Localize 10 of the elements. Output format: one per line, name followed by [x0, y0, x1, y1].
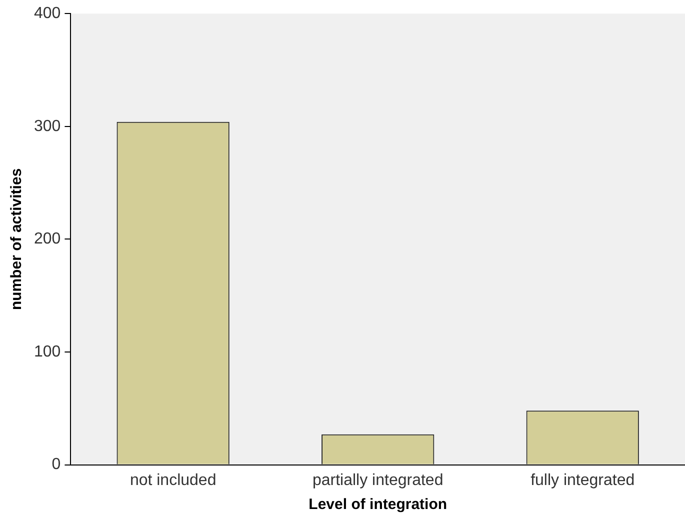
y-tick-label: 100 [34, 343, 61, 360]
x-tick-label: partially integrated [312, 472, 444, 489]
x-tick-label: not included [130, 472, 216, 489]
x-tick-label: fully integrated [530, 472, 635, 489]
y-axis-title: number of activities [8, 168, 26, 310]
y-tick-label: 400 [34, 5, 61, 22]
y-tick-label: 200 [34, 230, 61, 248]
y-tick-label: 0 [52, 456, 61, 474]
y-tick-label: 300 [34, 118, 61, 135]
x-axis-title: Level of integration [308, 496, 448, 514]
